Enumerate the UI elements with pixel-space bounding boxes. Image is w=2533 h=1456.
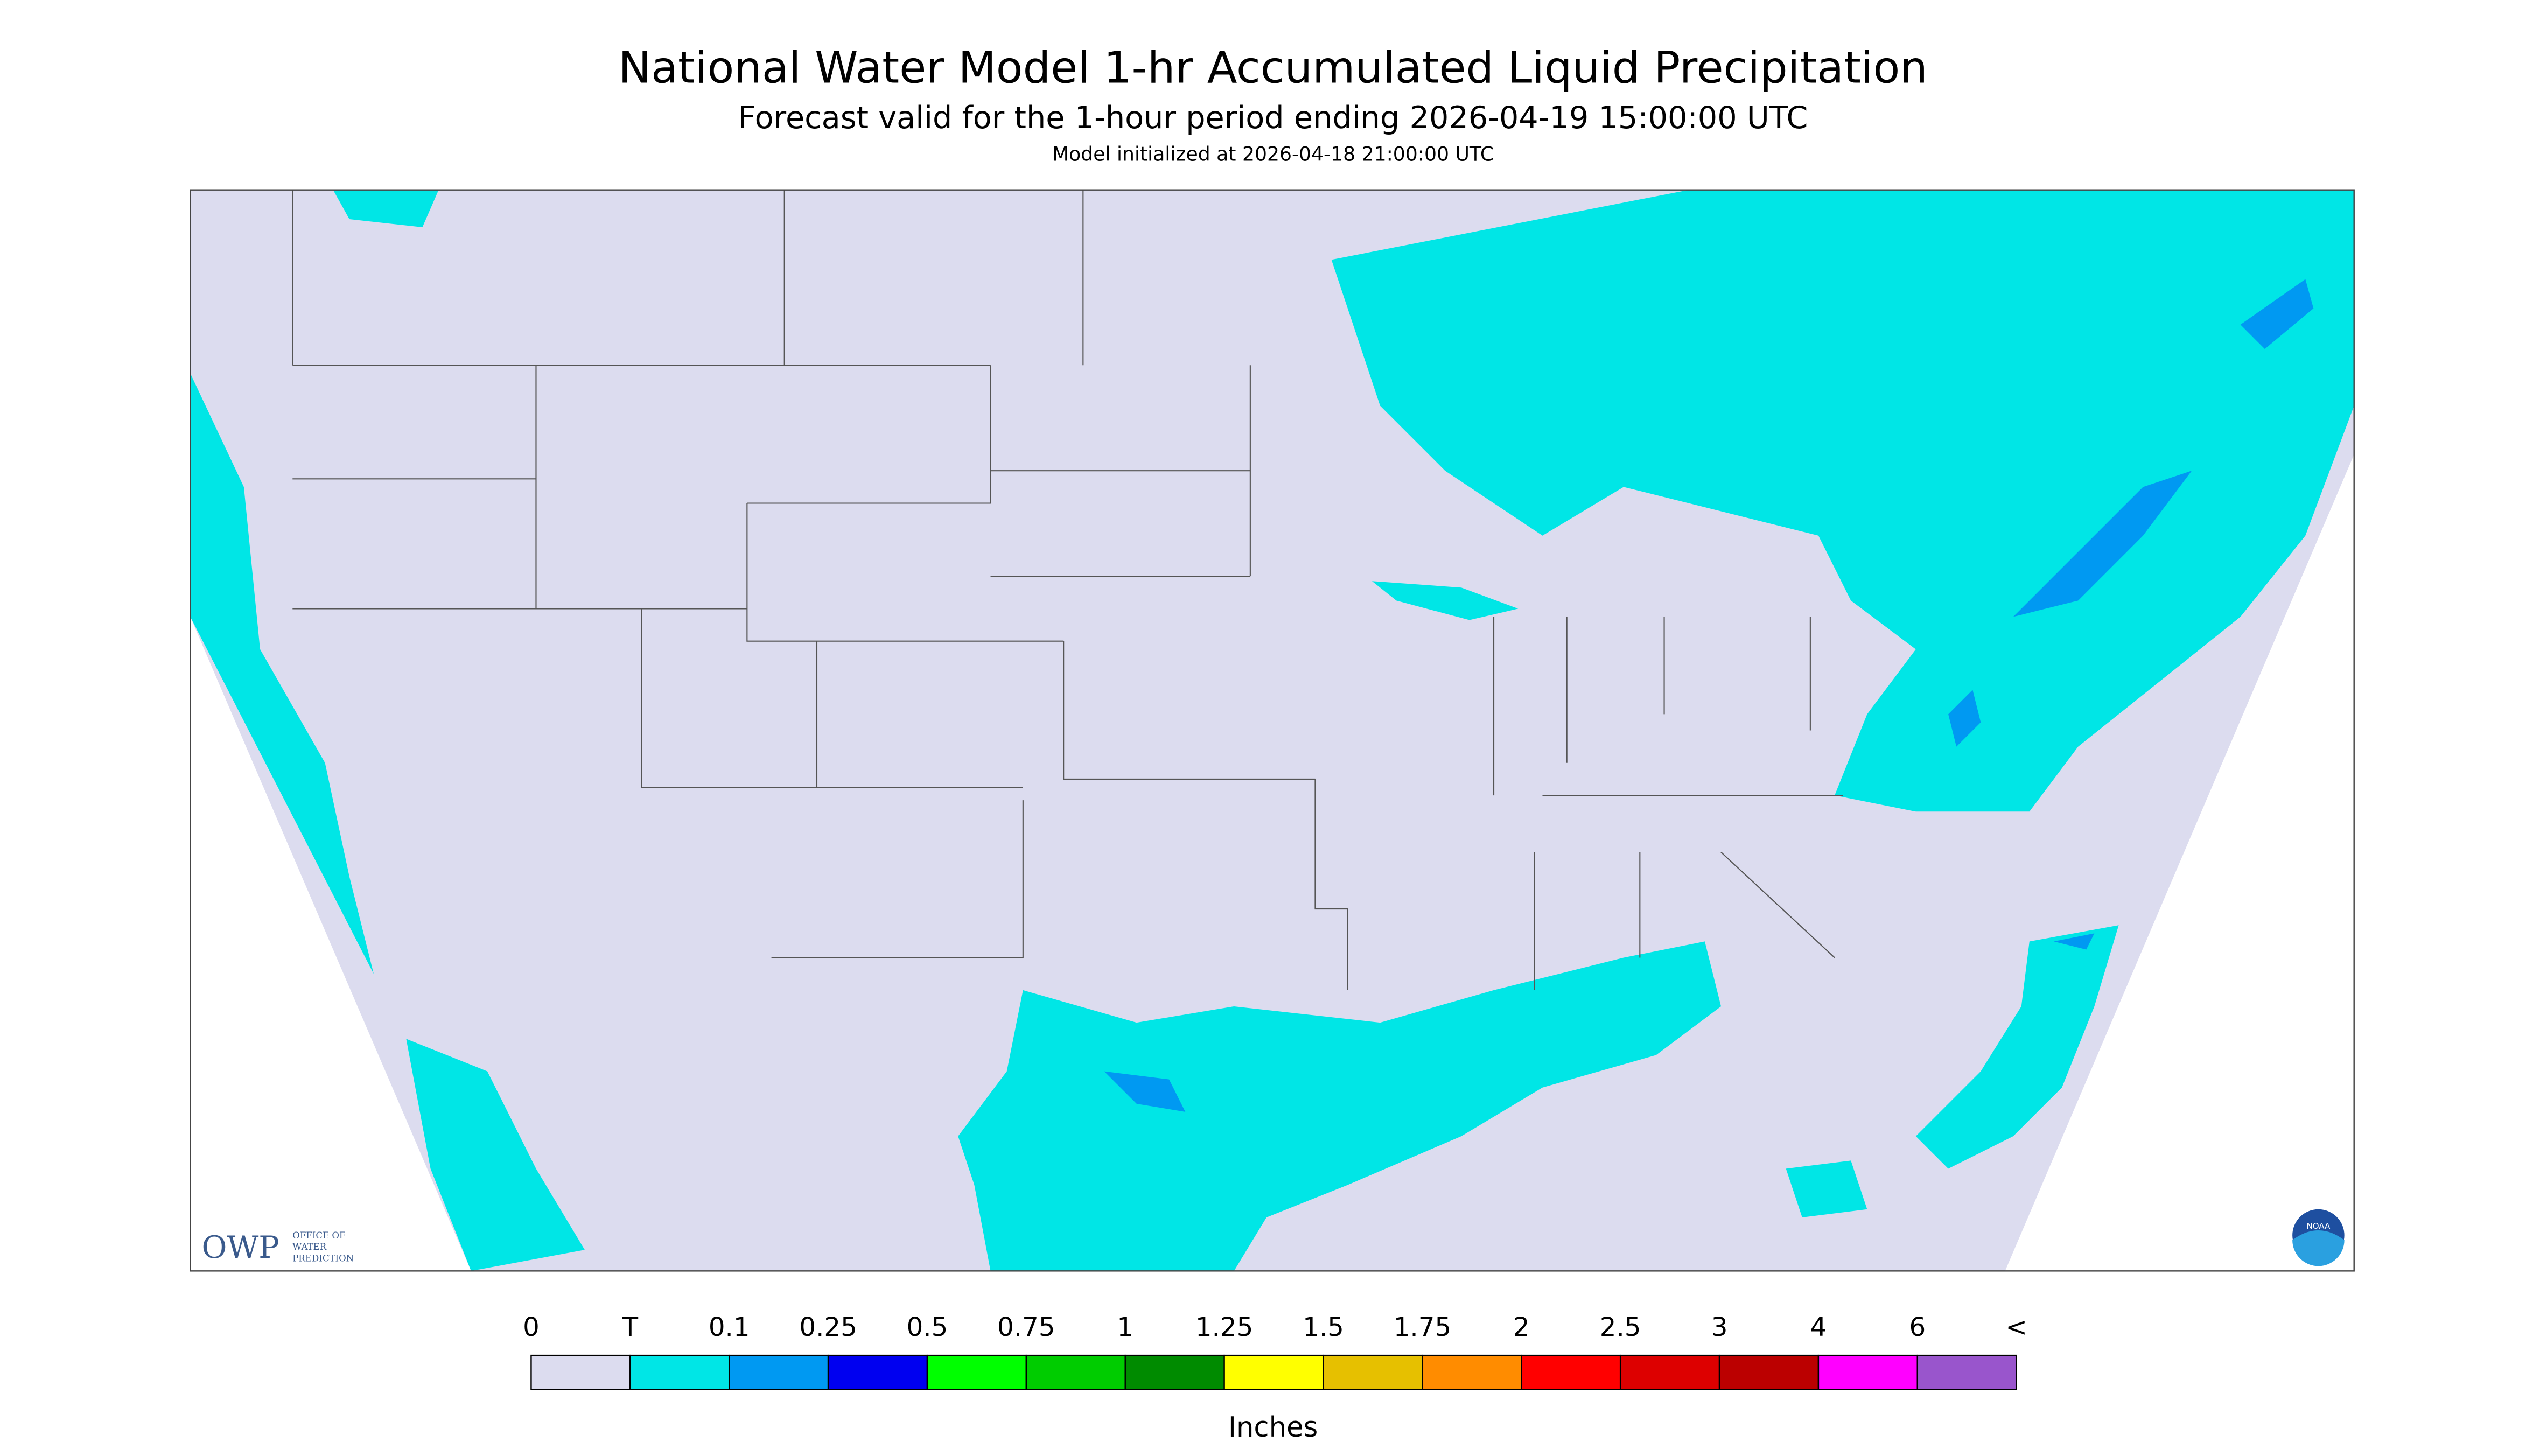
owp-text: PREDICTION [292, 1253, 354, 1263]
map: OWP OFFICE OF WATER PREDICTION NOAA [190, 189, 2355, 1272]
legend-swatch [1422, 1354, 1522, 1390]
legend-label: 2.5 [1600, 1312, 1641, 1342]
legend-label: 0.75 [997, 1312, 1055, 1342]
owp-text: WATER [292, 1242, 326, 1252]
legend-label: 0.1 [709, 1312, 750, 1342]
legend-swatch [629, 1354, 730, 1390]
subtitle: Forecast valid for the 1-hour period end… [738, 100, 1808, 136]
legend-label: < [2005, 1312, 2027, 1342]
precip-light [190, 190, 2354, 1271]
legend-label: 3 [1711, 1312, 1728, 1342]
legend-label: 1.75 [1394, 1312, 1451, 1342]
legend: 0 T 0.1 0.25 0.5 0.75 1 1.25 1.5 1.75 2 2.5 3 4 6 < [523, 1312, 2027, 1390]
legend-swatch [1521, 1354, 1621, 1390]
legend-label: 4 [1810, 1312, 1827, 1342]
noaa-text: NOAA [2306, 1221, 2331, 1231]
legend-label: T [622, 1312, 639, 1342]
legend-label: 1.5 [1303, 1312, 1344, 1342]
init-time: Model initialized at 2026-04-18 21:00:00… [1052, 142, 1494, 165]
title: National Water Model 1-hr Accumulated Li… [618, 43, 1928, 94]
owp-logo: OWP [201, 1229, 279, 1265]
legend-swatch [728, 1354, 829, 1390]
legend-swatch [827, 1354, 928, 1390]
boundaries [292, 190, 1843, 990]
legend-swatch [530, 1354, 631, 1390]
legend-label: 1.25 [1195, 1312, 1253, 1342]
owp-text: OFFICE OF [292, 1230, 345, 1241]
legend-swatch [1323, 1354, 1423, 1390]
legend-label: 1 [1117, 1312, 1133, 1342]
noaa-logo-wave [2292, 1230, 2345, 1266]
legend-swatch [926, 1354, 1027, 1390]
legend-swatch [1025, 1354, 1126, 1390]
map-frame [190, 189, 2355, 1272]
precip-moderate [1104, 279, 2314, 1112]
legend-swatch [1718, 1354, 1820, 1390]
legend-swatch [1916, 1354, 2017, 1390]
legend-label: 0.5 [907, 1312, 948, 1342]
legend-swatch [1223, 1354, 1324, 1390]
legend-swatch [1124, 1354, 1225, 1390]
legend-label: 2 [1513, 1312, 1530, 1342]
legend-swatch [1619, 1354, 1720, 1390]
legend-unit: Inches [1228, 1411, 1318, 1444]
legend-label: 6 [1909, 1312, 1926, 1342]
legend-swatch [1817, 1354, 1919, 1390]
legend-label: 0 [523, 1312, 540, 1342]
legend-label: 0.25 [799, 1312, 857, 1342]
